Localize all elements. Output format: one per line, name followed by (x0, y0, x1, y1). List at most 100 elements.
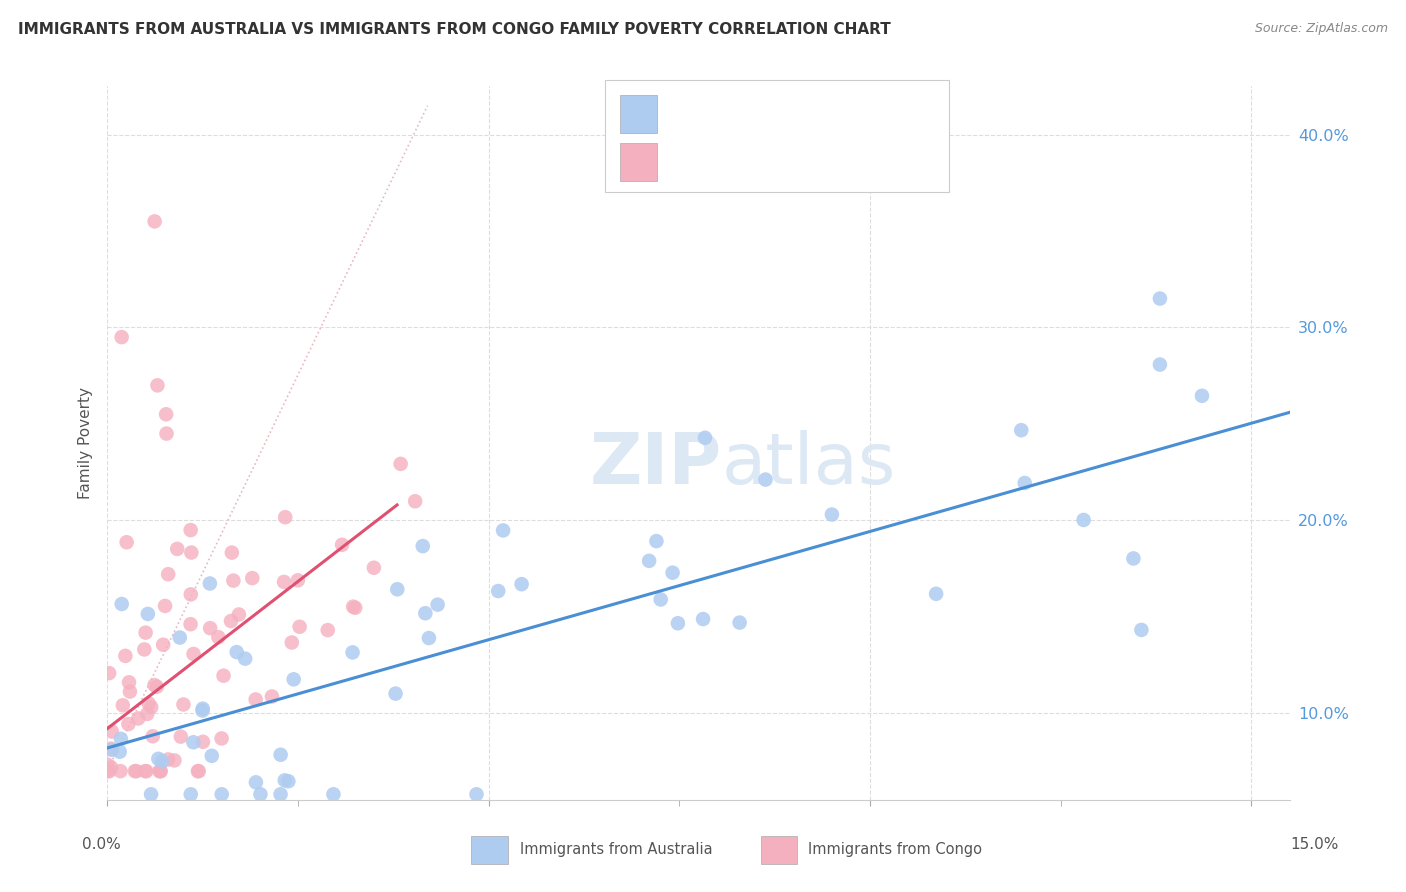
Point (201, 748, 224, 763)
Text: 15.0%: 15.0% (1291, 837, 1339, 852)
Point (136, 607, 159, 621)
Point (148, 764, 170, 779)
Point (115, 535, 138, 549)
Text: Immigrants from Australia: Immigrants from Australia (520, 842, 713, 856)
Point (412, 539, 434, 553)
Point (110, 731, 132, 746)
Point (273, 574, 295, 589)
Point (136, 706, 159, 721)
Point (157, 752, 180, 766)
Point (404, 494, 426, 508)
Point (228, 607, 250, 622)
Point (146, 378, 169, 392)
Point (183, 735, 205, 749)
Point (1149, 358, 1171, 372)
Point (180, 587, 202, 601)
Point (465, 787, 488, 801)
Point (100, 760, 122, 774)
Point (486, 584, 509, 599)
Point (316, 623, 339, 637)
Point (149, 764, 172, 779)
Point (143, 214, 166, 228)
Point (281, 635, 304, 649)
Text: Immigrants from Congo: Immigrants from Congo (808, 842, 983, 856)
Point (141, 700, 163, 714)
Point (145, 680, 167, 694)
Point (666, 616, 689, 631)
Point (211, 731, 233, 746)
Point (661, 566, 683, 580)
Point (260, 690, 283, 704)
Point (219, 614, 242, 628)
Point (363, 560, 385, 574)
Text: IMMIGRANTS FROM AUSTRALIA VS IMMIGRANTS FROM CONGO FAMILY POVERTY CORRELATION CH: IMMIGRANTS FROM AUSTRALIA VS IMMIGRANTS … (18, 22, 891, 37)
Point (925, 587, 948, 601)
Point (180, 545, 202, 559)
Point (342, 645, 364, 659)
Point (155, 426, 177, 441)
Point (111, 698, 134, 713)
Point (155, 407, 177, 421)
Point (492, 524, 515, 538)
Point (693, 431, 716, 445)
Point (191, 701, 214, 715)
Point (138, 697, 160, 711)
Point (100, 741, 122, 756)
Point (274, 510, 297, 524)
Point (728, 615, 751, 630)
Point (287, 574, 309, 588)
Point (139, 787, 162, 801)
Point (1130, 623, 1153, 637)
Point (118, 675, 141, 690)
Point (124, 764, 146, 779)
Point (222, 574, 245, 588)
Point (692, 612, 714, 626)
Point (1010, 423, 1032, 437)
Point (143, 678, 166, 692)
Point (150, 755, 173, 769)
Text: atlas: atlas (723, 430, 897, 500)
Point (110, 764, 132, 779)
Point (225, 645, 247, 659)
Point (101, 743, 124, 757)
Point (330, 538, 353, 552)
Point (415, 606, 437, 620)
Point (245, 692, 267, 706)
Point (170, 730, 193, 744)
Point (249, 787, 271, 801)
Point (221, 546, 243, 560)
Point (135, 625, 157, 640)
Point (384, 687, 406, 701)
Point (108, 745, 131, 759)
Point (1149, 292, 1171, 306)
Point (245, 775, 267, 789)
Point (233, 651, 256, 665)
Point (135, 764, 157, 779)
Point (211, 787, 233, 801)
Text: R = 0.434    N = 74: R = 0.434 N = 74 (668, 154, 845, 172)
Text: Source: ZipAtlas.com: Source: ZipAtlas.com (1254, 22, 1388, 36)
Point (638, 554, 661, 568)
Point (198, 621, 221, 635)
Point (283, 673, 305, 687)
Point (342, 599, 364, 614)
Point (153, 599, 176, 613)
Point (207, 630, 229, 644)
Point (180, 787, 202, 801)
Point (163, 753, 186, 767)
Point (148, 752, 170, 766)
Point (111, 597, 134, 611)
Text: ZIP: ZIP (589, 430, 723, 500)
Point (510, 577, 533, 591)
Point (118, 684, 141, 698)
Point (389, 457, 412, 471)
Point (127, 711, 149, 725)
Point (240, 571, 263, 585)
Point (418, 631, 440, 645)
Point (134, 764, 156, 779)
Point (97, 757, 120, 772)
Point (111, 330, 134, 344)
Point (650, 592, 672, 607)
Point (322, 787, 344, 801)
Point (1191, 389, 1213, 403)
